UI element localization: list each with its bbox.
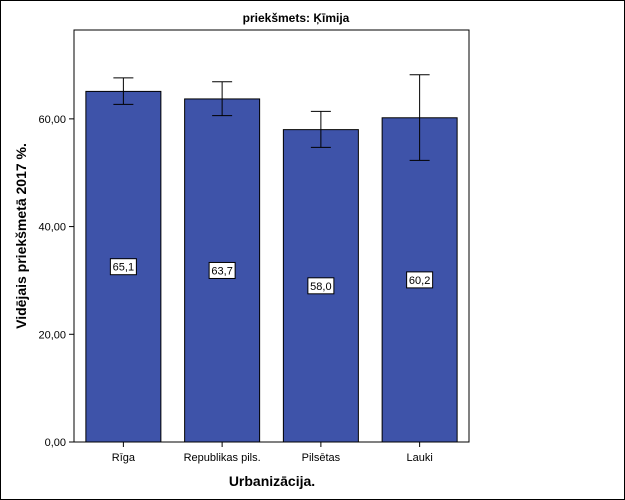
data-label-box xyxy=(109,258,137,276)
x-axis: Rīga Republikas pils. Pilsētas Lauki xyxy=(112,442,433,464)
x-axis-title: Urbanizācija. xyxy=(229,473,315,489)
y-tick-label: 40,00 xyxy=(38,222,66,234)
y-tick-label: 20,00 xyxy=(38,329,66,341)
y-tick-label: 0,00 xyxy=(45,437,66,449)
x-tick-label: Republikas pils. xyxy=(184,452,261,464)
chart-title: priekšmets: Ķīmija xyxy=(243,11,350,25)
data-label-box xyxy=(406,271,434,289)
error-bars xyxy=(113,74,430,161)
y-axis: 0,00 20,00 40,00 60,00 xyxy=(38,114,74,449)
data-label: 65,1 xyxy=(113,262,134,274)
data-labels: 65,1 63,7 58,0 60,2 xyxy=(109,258,434,295)
data-label: 60,2 xyxy=(409,275,430,287)
y-tick-label: 60,00 xyxy=(38,114,66,126)
x-tick-label: Rīga xyxy=(112,452,136,464)
data-label-box xyxy=(208,261,236,279)
x-tick-label: Pilsētas xyxy=(302,452,341,464)
y-axis-title: Vidējais priekšmetā 2017 %. xyxy=(13,143,29,329)
data-label-box xyxy=(307,277,335,295)
data-label: 63,7 xyxy=(211,265,232,277)
x-tick-label: Lauki xyxy=(406,452,432,464)
data-label: 58,0 xyxy=(310,281,331,293)
